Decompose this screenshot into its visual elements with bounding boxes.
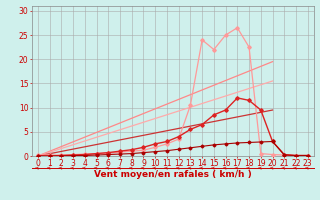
X-axis label: Vent moyen/en rafales ( km/h ): Vent moyen/en rafales ( km/h )	[94, 170, 252, 179]
